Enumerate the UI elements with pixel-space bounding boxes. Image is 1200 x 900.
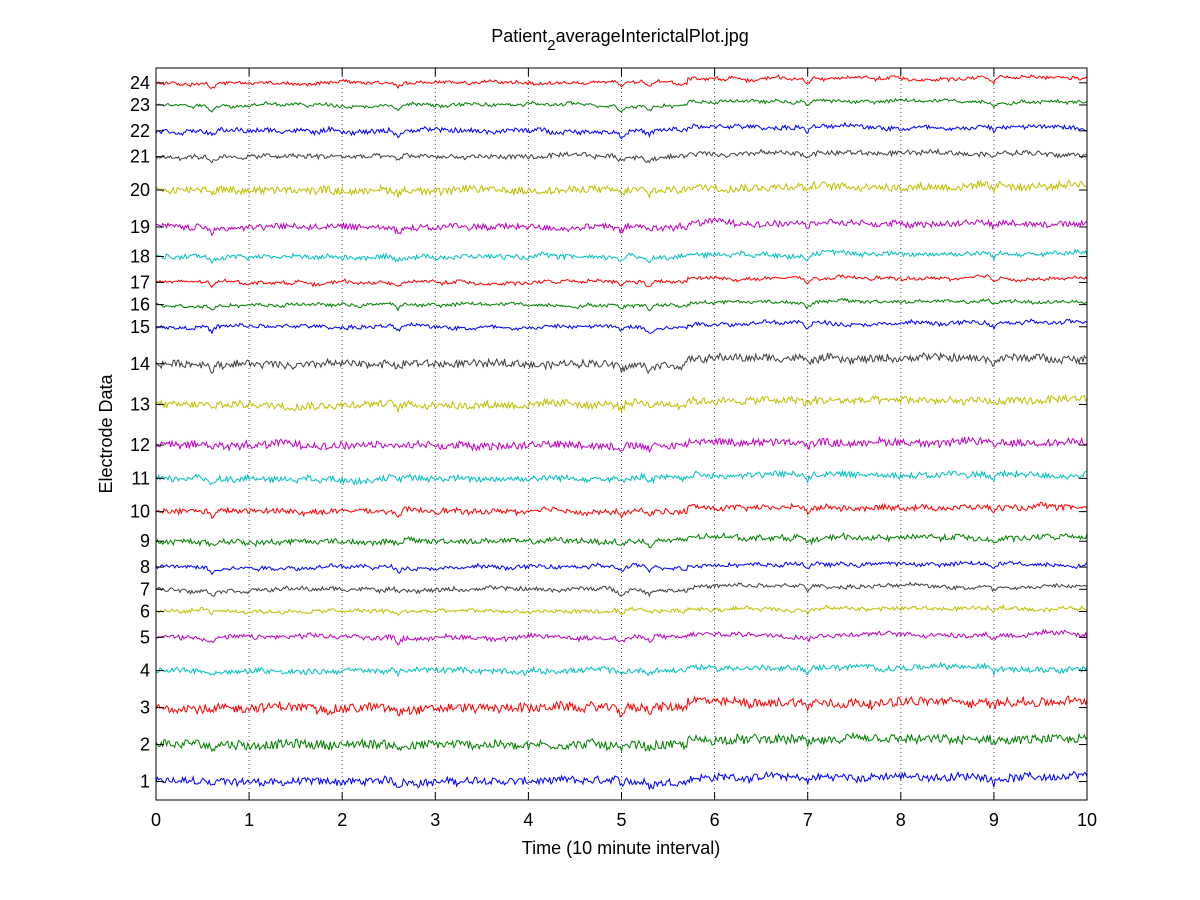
- x-tick-label: 1: [244, 810, 254, 830]
- x-tick-label: 9: [989, 810, 999, 830]
- plot-area: [156, 68, 1087, 800]
- y-tick-label: 8: [140, 557, 150, 577]
- y-tick-label: 18: [130, 247, 150, 267]
- y-tick-label: 22: [130, 121, 150, 141]
- x-tick-label: 6: [710, 810, 720, 830]
- y-tick-label: 17: [130, 272, 150, 292]
- y-axis-label: Electrode Data: [96, 373, 116, 493]
- y-tick-label: 9: [140, 531, 150, 551]
- x-tick-label: 4: [523, 810, 533, 830]
- y-tick-label: 12: [130, 435, 150, 455]
- y-tick-label: 10: [130, 502, 150, 522]
- y-tick-label: 6: [140, 601, 150, 621]
- x-tick-label: 7: [803, 810, 813, 830]
- y-tick-label: 1: [140, 772, 150, 792]
- y-tick-label: 5: [140, 627, 150, 647]
- y-tick-label: 7: [140, 579, 150, 599]
- y-tick-label: 19: [130, 217, 150, 237]
- y-tick-label: 20: [130, 180, 150, 200]
- y-tick-label: 11: [131, 468, 150, 488]
- y-tick-label: 21: [130, 147, 150, 167]
- y-tick-label: 4: [140, 661, 150, 681]
- y-tick-label: 13: [130, 394, 150, 414]
- x-axis-label: Time (10 minute interval): [522, 838, 720, 858]
- y-tick-label: 15: [130, 317, 150, 337]
- x-tick-label: 3: [430, 810, 440, 830]
- x-tick-label: 0: [151, 810, 161, 830]
- chart-title-subscript: 2: [547, 37, 555, 54]
- x-tick-label: 8: [896, 810, 906, 830]
- y-tick-label: 24: [130, 73, 150, 93]
- x-tick-label: 10: [1077, 810, 1097, 830]
- x-tick-label: 5: [616, 810, 626, 830]
- y-tick-label: 2: [140, 735, 150, 755]
- y-tick-label: 3: [140, 698, 150, 718]
- x-tick-label: 2: [337, 810, 347, 830]
- y-tick-label: 16: [130, 295, 150, 315]
- y-tick-label: 23: [130, 95, 150, 115]
- y-tick-label: 14: [130, 354, 150, 374]
